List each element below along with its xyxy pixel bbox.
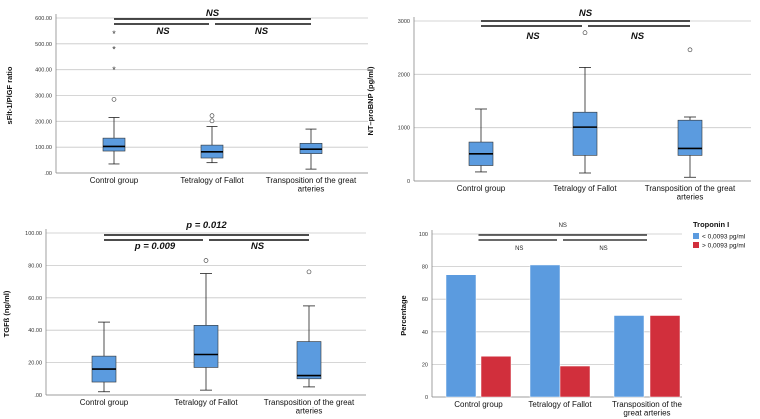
chart-panel-1: .00 100.00 200.00 300.00 400.00 500.00 600.00 s…	[5, 8, 368, 194]
y-tick-label: 0	[425, 395, 428, 401]
outlier-point	[306, 269, 312, 275]
significance-overall: p = 0.012	[185, 220, 227, 231]
category-label: Transposition of the	[612, 400, 683, 409]
chart-panel-2: 0 1000 2000 3000 NT–proBNP (pg/ml) Control gr…	[366, 8, 751, 202]
legend-swatch	[693, 242, 699, 248]
outlier-point	[209, 113, 215, 118]
bar-2-2	[559, 365, 591, 398]
box-1	[91, 321, 117, 393]
bar-2-3	[649, 315, 681, 398]
bar-1-2	[529, 264, 561, 398]
significance-right: NS	[631, 31, 645, 42]
extreme-point: *	[112, 65, 116, 75]
y-tick-label: 60	[422, 297, 428, 303]
y-tick-label: 500.00	[35, 42, 52, 48]
outlier-point	[582, 30, 588, 36]
box-2	[572, 30, 598, 174]
category-label: Control group	[454, 400, 503, 409]
extreme-point: *	[112, 45, 116, 55]
category-label: arteries	[298, 185, 325, 194]
significance-overall: NS	[579, 8, 593, 19]
legend-swatch	[693, 233, 699, 239]
y-axis-label: sFlt-1/PlGF ratio	[5, 66, 14, 124]
y-tick-label: 100	[419, 232, 428, 238]
category-label: Transposition of the great	[266, 176, 357, 185]
box-2	[200, 113, 224, 164]
y-axis-label: TGFß (ng/ml)	[2, 290, 11, 337]
significance-overall: NS	[559, 223, 567, 229]
box-iqr	[572, 111, 598, 156]
bar-1-1	[445, 274, 477, 398]
category-label: Tetralogy of Fallot	[553, 184, 617, 193]
y-tick-label: 300.00	[35, 94, 52, 100]
legend-title: Troponin I	[693, 220, 729, 229]
box-iqr	[296, 341, 322, 380]
box-3	[296, 269, 322, 388]
box-iqr	[193, 325, 219, 368]
significance-right: NS	[599, 246, 607, 252]
y-tick-label: 100.00	[35, 145, 52, 151]
significance-right: NS	[251, 241, 265, 252]
box-2	[193, 258, 219, 391]
outlier-point	[111, 97, 117, 102]
category-label: great arteries	[623, 409, 670, 418]
category-label: arteries	[677, 193, 704, 202]
category-label: Transposition of the great	[264, 398, 355, 407]
y-tick-label: 0	[407, 179, 410, 185]
category-label: arteries	[296, 407, 323, 416]
category-label: Tetralogy of Fallot	[174, 398, 238, 407]
legend-label: > 0,0093 pg/ml	[702, 243, 746, 250]
outlier-point	[687, 47, 693, 53]
y-tick-label: 80	[422, 265, 428, 271]
box-iqr	[102, 137, 126, 152]
box-1: * * *	[102, 29, 126, 165]
y-tick-label: 1000	[398, 126, 410, 132]
outlier-point	[203, 258, 209, 263]
category-label: Control group	[90, 176, 139, 185]
box-3	[677, 47, 703, 178]
significance-left: NS	[526, 31, 540, 42]
y-tick-label: 200.00	[35, 119, 52, 125]
significance-left: NS	[156, 26, 170, 37]
y-tick-label: 600.00	[35, 16, 52, 22]
y-tick-label: 3000	[398, 19, 410, 25]
category-label: Transposition of the great	[645, 184, 736, 193]
box-iqr	[677, 119, 703, 156]
significance-overall: NS	[206, 8, 220, 19]
y-tick-label: 400.00	[35, 68, 52, 74]
y-tick-label: 40.00	[28, 328, 42, 334]
significance-left: NS	[515, 246, 523, 252]
y-tick-label: .00	[34, 393, 42, 399]
y-tick-label: 2000	[398, 72, 410, 78]
box-1	[468, 108, 494, 173]
box-3	[299, 128, 323, 170]
category-label: Tetralogy of Fallot	[180, 176, 244, 185]
significance-right: NS	[255, 26, 269, 37]
category-label: Control group	[80, 398, 129, 407]
significance-left: p = 0.009	[134, 241, 176, 252]
extreme-point: *	[112, 29, 116, 39]
y-tick-label: 100.00	[25, 231, 42, 237]
legend-label: < 0,0093 pg/ml	[702, 234, 746, 241]
bar-1-3	[613, 315, 645, 398]
category-label: Control group	[457, 184, 506, 193]
bar-2-1	[480, 356, 512, 398]
outlier-point	[209, 118, 215, 124]
y-tick-label: .00	[44, 171, 52, 177]
y-axis-label: Percentage	[399, 295, 408, 335]
y-tick-label: 20	[422, 362, 428, 368]
chart-panel-4: 0 20 40 60 80 100 Percentage Troponin I < 0,0093…	[399, 220, 746, 418]
y-tick-label: 60.00	[28, 296, 42, 302]
y-tick-label: 80.00	[28, 263, 42, 269]
y-tick-label: 20.00	[28, 361, 42, 367]
chart-panel-3: .00 20.00 40.00 60.00 80.00 100.00 TGFß (ng/ml…	[2, 220, 366, 416]
y-axis-label: NT–proBNP (pg/ml)	[366, 66, 375, 136]
y-tick-label: 40	[422, 330, 428, 336]
category-label: Tetralogy of Fallot	[528, 400, 592, 409]
